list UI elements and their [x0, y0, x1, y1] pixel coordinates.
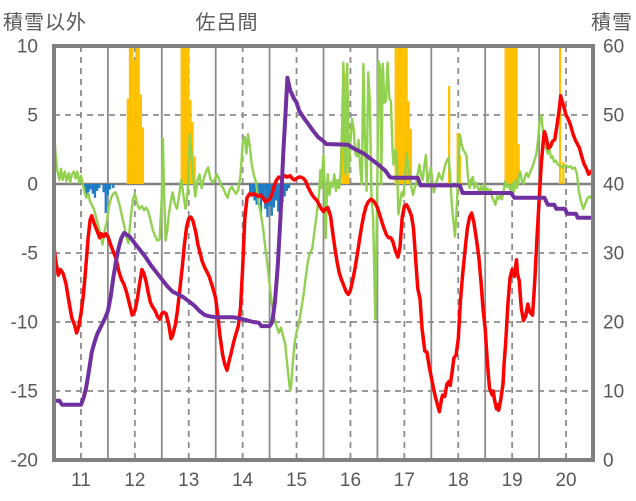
- orange-bars-bar: [511, 46, 514, 184]
- x-tick-label: 12: [124, 470, 145, 491]
- blue-bars-bar: [259, 184, 263, 213]
- orange-bars-bar: [396, 46, 400, 184]
- left-tick-label: -20: [11, 451, 38, 472]
- x-tick-label: 13: [178, 470, 199, 491]
- blue-bars-bar: [98, 184, 101, 189]
- blue-bars-bar: [287, 184, 291, 189]
- orange-bars-bar: [458, 155, 462, 184]
- orange-bars-bar: [180, 46, 183, 184]
- blue-bars-bar: [251, 184, 254, 197]
- left-tick-label: 0: [27, 175, 38, 196]
- right-axis-title: 積雪: [591, 12, 633, 34]
- orange-bars-bar: [508, 46, 512, 184]
- orange-bars-bar: [184, 46, 188, 184]
- blue-bars-bar: [249, 184, 252, 193]
- blue-bars-bar: [270, 184, 273, 216]
- right-tick-label: 10: [603, 382, 624, 403]
- blue-bars-bar: [104, 184, 107, 213]
- blue-bars-bar: [257, 184, 260, 198]
- blue-bars-bar: [95, 184, 99, 191]
- right-tick-label: 0: [603, 451, 614, 472]
- purple-step-line: [54, 75, 593, 407]
- orange-bars-bar: [398, 46, 402, 184]
- left-tick-label: 10: [17, 37, 38, 58]
- orange-bars-bar: [187, 46, 190, 184]
- orange-bars-bar: [409, 128, 412, 184]
- orange-bars-bar: [403, 46, 406, 184]
- orange-bars-bar: [135, 46, 138, 184]
- right-tick-label: 20: [603, 313, 624, 334]
- blue-bars-bar: [106, 184, 110, 196]
- blue-bars-bar: [277, 184, 280, 212]
- x-tick-label: 19: [502, 470, 523, 491]
- orange-bars-bar: [141, 127, 145, 184]
- blue-bars-bar: [85, 184, 88, 197]
- orange-bars-bar: [504, 46, 507, 184]
- chart-title: 佐呂間: [195, 12, 259, 34]
- left-tick-label: -5: [21, 244, 38, 265]
- orange-bars-bar: [407, 101, 410, 184]
- blue-bars-bar: [89, 184, 92, 190]
- x-tick-label: 20: [555, 470, 576, 491]
- orange-bars-bar: [447, 86, 451, 184]
- right-tick-label: 30: [603, 244, 624, 265]
- orange-bars-bar: [193, 156, 196, 184]
- blue-bars-bar: [285, 184, 288, 191]
- orange-bars-bar: [131, 46, 134, 184]
- orange-bars-bar: [137, 46, 140, 184]
- left-tick-label: -15: [11, 382, 38, 403]
- left-tick-label: -10: [11, 313, 38, 334]
- orange-bars-bar: [517, 143, 520, 184]
- orange-bars-bar: [128, 46, 132, 184]
- blue-bars-bar: [93, 184, 97, 198]
- right-tick-label: 50: [603, 106, 624, 127]
- x-tick-label: 11: [71, 470, 91, 491]
- orange-bars-bar: [513, 46, 516, 184]
- orange-bars-bar: [515, 46, 518, 184]
- blue-bars-bar: [264, 184, 267, 209]
- blue-bars-bar: [102, 184, 105, 193]
- left-axis-title: 積雪以外: [3, 12, 87, 34]
- blue-bars-bar: [108, 184, 112, 190]
- red-line: [54, 93, 593, 414]
- blue-bars-bar: [91, 184, 94, 194]
- orange-bars-bar: [405, 46, 408, 184]
- orange-bars-bar: [394, 46, 397, 184]
- orange-bars-bar: [506, 46, 509, 184]
- orange-bars-bar: [133, 59, 136, 184]
- blue-bars-bar: [268, 184, 271, 207]
- blue-bars-bar: [112, 184, 115, 189]
- orange-bars-bar: [401, 46, 404, 184]
- orange-bars-bar: [139, 94, 142, 184]
- left-tick-label: 5: [27, 106, 38, 127]
- blue-bars-bar: [283, 184, 286, 197]
- x-tick-label: 18: [448, 470, 469, 491]
- blue-bars-bar: [87, 184, 90, 193]
- x-tick-label: 17: [394, 470, 415, 491]
- x-tick-label: 15: [286, 470, 307, 491]
- plot-frame: [52, 44, 595, 462]
- orange-bars-bar: [126, 98, 129, 184]
- right-tick-label: 60: [603, 37, 624, 58]
- blue-bars-bar: [261, 184, 265, 201]
- orange-bars-bar: [182, 46, 186, 184]
- right-tick-label: 40: [603, 175, 624, 196]
- blue-bars-bar: [272, 184, 276, 208]
- orange-bars-bar: [562, 161, 565, 184]
- x-tick-label: 16: [340, 470, 361, 491]
- blue-bars-bar: [274, 184, 278, 201]
- x-tick-label: 14: [232, 470, 254, 491]
